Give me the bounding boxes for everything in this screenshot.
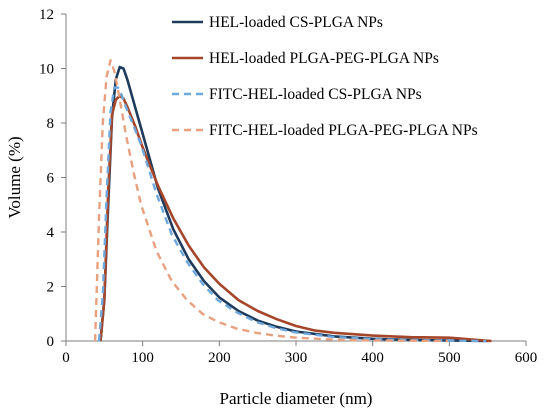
x-tick-label: 200 (208, 350, 231, 366)
x-tick-label: 300 (285, 350, 308, 366)
y-tick-label: 4 (47, 225, 55, 241)
legend: HEL-loaded CS-PLGA NPs HEL-loaded PLGA-PE… (172, 14, 478, 139)
y-tick-label: 0 (47, 334, 55, 350)
series-layer (93, 59, 492, 343)
legend-label-3: FITC-HEL-loaded CS-PLGA NPs (209, 86, 422, 103)
x-axis-title: Particle diameter (nm) (220, 389, 373, 408)
legend-label-1: HEL-loaded CS-PLGA NPs (209, 14, 383, 31)
y-tick-label: 10 (39, 62, 54, 78)
y-axis-title: Volume (%) (5, 136, 24, 218)
legend-label-2: HEL-loaded PLGA-PEG-PLGA NPs (209, 50, 439, 67)
legend-label-4: FITC-HEL-loaded PLGA-PEG-PLGA NPs (209, 122, 478, 139)
y-tick-label: 12 (39, 7, 54, 23)
y-tick-label: 2 (47, 280, 55, 296)
series-line-2 (99, 94, 492, 343)
series-line-1 (99, 65, 488, 343)
series-line-4 (93, 59, 448, 343)
chart-axes: 0 100 200 300 400 500 600 0 2 4 6 8 10 12 (39, 7, 537, 366)
x-tick-label: 0 (62, 350, 70, 366)
x-tick-label: 400 (361, 350, 384, 366)
x-tick-label: 600 (515, 350, 538, 366)
x-tick-label: 100 (131, 350, 154, 366)
y-tick-label: 8 (47, 116, 55, 132)
y-tick-label: 6 (47, 171, 55, 187)
x-tick-label: 500 (438, 350, 461, 366)
